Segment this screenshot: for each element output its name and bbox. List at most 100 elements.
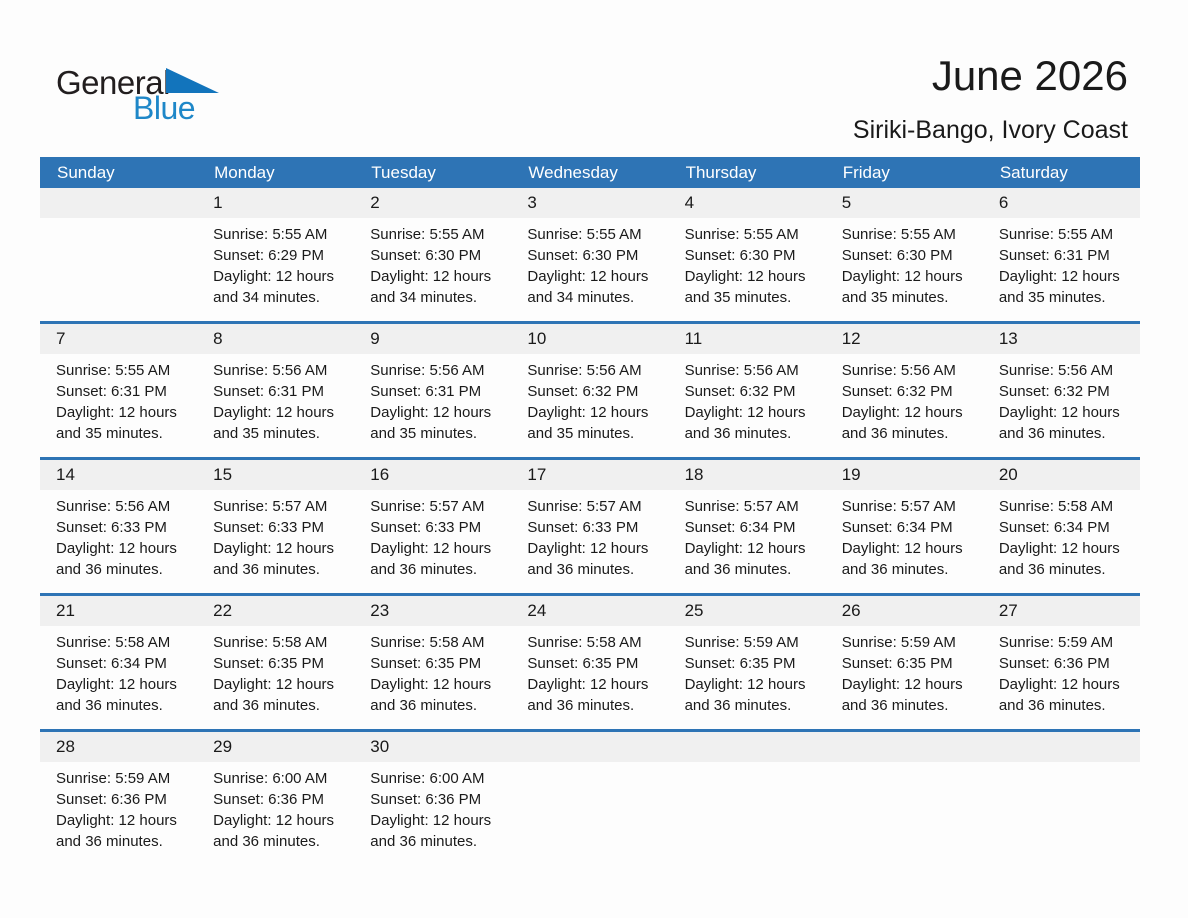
daylight-text: Daylight: 12 hours — [370, 404, 492, 421]
week-row: 7 8 9 10 11 12 13 Sunrise: 5:55 AM Sunset: 6:31 … — [40, 321, 1140, 457]
day-number: 3 — [527, 193, 537, 212]
sunrise-text: Sunrise: 5:56 AM — [56, 498, 171, 515]
day-cell: Sunrise: 5:55 AM Sunset: 6:30 PM Daylight:… — [826, 218, 983, 321]
day-number-band: 7 8 9 10 11 12 13 — [40, 324, 1140, 354]
day-cell: Sunrise: 5:57 AM Sunset: 6:33 PM Daylight:… — [197, 490, 354, 593]
daylight-text-cont: and 36 minutes. — [998, 697, 1106, 714]
sunrise-text: Sunrise: 5:55 AM — [527, 226, 642, 243]
day-number: 8 — [213, 329, 223, 348]
day-number: 29 — [213, 737, 233, 756]
day-number-band: 28 29 30 — [40, 732, 1140, 762]
daylight-text-cont: and 36 minutes. — [370, 697, 478, 714]
daylight-text: Daylight: 12 hours — [213, 268, 335, 285]
day-number-empty — [669, 732, 826, 762]
week-row: 14 15 16 17 18 19 20 Sunrise: 5:56 AM Sunset: 6:… — [40, 457, 1140, 593]
day-details-band: Sunrise: 5:58 AM Sunset: 6:34 PM Daylight:… — [40, 626, 1140, 729]
day-cell: Sunrise: 5:59 AM Sunset: 6:35 PM Daylight:… — [826, 626, 983, 729]
day-cell-empty — [511, 762, 668, 865]
day-cell: Sunrise: 5:56 AM Sunset: 6:32 PM Daylight:… — [983, 354, 1140, 457]
day-cell-empty — [826, 762, 983, 865]
day-cell: Sunrise: 5:56 AM Sunset: 6:31 PM Daylight:… — [354, 354, 511, 457]
sunrise-text: Sunrise: 5:55 AM — [684, 226, 799, 243]
day-cell: Sunrise: 5:56 AM Sunset: 6:33 PM Daylight:… — [40, 490, 197, 593]
day-cell: Sunrise: 5:55 AM Sunset: 6:30 PM Daylight:… — [354, 218, 511, 321]
sunrise-text: Sunrise: 5:57 AM — [370, 498, 485, 515]
day-cell: Sunrise: 5:59 AM Sunset: 6:36 PM Daylight:… — [983, 626, 1140, 729]
sunset-text: Sunset: 6:36 PM — [998, 655, 1110, 672]
day-cell: Sunrise: 5:58 AM Sunset: 6:35 PM Daylight:… — [511, 626, 668, 729]
sunset-text: Sunset: 6:30 PM — [370, 247, 482, 264]
day-cell: Sunrise: 5:58 AM Sunset: 6:35 PM Daylight:… — [354, 626, 511, 729]
sunset-text: Sunset: 6:32 PM — [841, 383, 953, 400]
day-cell: Sunrise: 5:59 AM Sunset: 6:36 PM Daylight:… — [40, 762, 197, 865]
week-row: 21 22 23 24 25 26 27 Sunrise: 5:58 AM Sunset: 6:… — [40, 593, 1140, 729]
daylight-text: Daylight: 12 hours — [56, 404, 177, 421]
sunset-text: Sunset: 6:34 PM — [56, 655, 167, 672]
sunrise-text: Sunrise: 5:58 AM — [527, 634, 642, 651]
sunrise-text: Sunrise: 5:57 AM — [841, 498, 956, 515]
sunrise-text: Sunrise: 5:57 AM — [684, 498, 799, 515]
day-number: 16 — [370, 465, 390, 484]
daylight-text-cont: and 35 minutes. — [370, 425, 478, 442]
daylight-text-cont: and 36 minutes. — [527, 697, 635, 714]
day-cell: Sunrise: 5:57 AM Sunset: 6:34 PM Daylight:… — [826, 490, 983, 593]
day-number: 4 — [684, 193, 695, 212]
day-number-band: 14 15 16 17 18 19 20 — [40, 460, 1140, 490]
day-number: 7 — [56, 329, 66, 348]
daylight-text: Daylight: 12 hours — [684, 268, 806, 285]
daylight-text-cont: and 36 minutes. — [684, 697, 792, 714]
day-number: 28 — [56, 737, 75, 756]
daylight-text: Daylight: 12 hours — [841, 268, 963, 285]
daylight-text-cont: and 36 minutes. — [370, 561, 478, 578]
sunset-text: Sunset: 6:32 PM — [527, 383, 639, 400]
day-cell-empty — [40, 218, 197, 321]
day-details-band: Sunrise: 5:56 AM Sunset: 6:33 PM Daylight:… — [40, 490, 1140, 593]
month-title: June 2026 — [931, 52, 1128, 99]
day-cell: Sunrise: 5:55 AM Sunset: 6:30 PM Daylight:… — [669, 218, 826, 321]
daylight-text: Daylight: 12 hours — [213, 540, 335, 557]
sunset-text: Sunset: 6:35 PM — [527, 655, 639, 672]
sunset-text: Sunset: 6:32 PM — [684, 383, 796, 400]
sunrise-text: Sunrise: 5:58 AM — [213, 634, 328, 651]
day-number-empty — [511, 732, 668, 762]
daylight-text: Daylight: 12 hours — [527, 268, 649, 285]
daylight-text-cont: and 36 minutes. — [213, 833, 320, 850]
day-number: 27 — [998, 601, 1018, 620]
day-number: 11 — [684, 329, 703, 348]
daylight-text-cont: and 34 minutes. — [370, 289, 478, 306]
daylight-text-cont: and 36 minutes. — [841, 697, 949, 714]
general-blue-logo: General Blue — [56, 62, 276, 126]
day-cell-empty — [983, 762, 1140, 865]
sunrise-text: Sunrise: 5:56 AM — [684, 362, 799, 379]
sunrise-text: Sunrise: 5:59 AM — [841, 634, 956, 651]
daylight-text: Daylight: 12 hours — [56, 676, 177, 693]
weekday-header-thursday: Thursday — [685, 163, 757, 182]
sunset-text: Sunset: 6:30 PM — [684, 247, 796, 264]
day-cell: Sunrise: 6:00 AM Sunset: 6:36 PM Daylight:… — [197, 762, 354, 865]
sunrise-text: Sunrise: 5:55 AM — [370, 226, 485, 243]
weekday-header-friday: Friday — [842, 163, 890, 182]
daylight-text: Daylight: 12 hours — [841, 676, 963, 693]
day-details-band: Sunrise: 5:59 AM Sunset: 6:36 PM Daylight:… — [40, 762, 1140, 865]
day-number: 18 — [684, 465, 704, 484]
daylight-text-cont: and 35 minutes. — [527, 425, 635, 442]
day-number: 24 — [527, 601, 547, 620]
daylight-text-cont: and 36 minutes. — [841, 425, 949, 442]
daylight-text-cont: and 34 minutes. — [213, 289, 320, 306]
sunset-text: Sunset: 6:35 PM — [213, 655, 325, 672]
daylight-text-cont: and 34 minutes. — [527, 289, 635, 306]
sunrise-text: Sunrise: 5:56 AM — [370, 362, 485, 379]
daylight-text-cont: and 36 minutes. — [684, 425, 792, 442]
daylight-text: Daylight: 12 hours — [213, 812, 335, 829]
daylight-text-cont: and 36 minutes. — [684, 561, 792, 578]
sunset-text: Sunset: 6:31 PM — [370, 383, 482, 400]
sunrise-text: Sunrise: 5:58 AM — [370, 634, 485, 651]
sunset-text: Sunset: 6:29 PM — [213, 247, 325, 264]
day-number: 26 — [841, 601, 861, 620]
daylight-text-cont: and 36 minutes. — [56, 561, 163, 578]
sunset-text: Sunset: 6:31 PM — [998, 247, 1110, 264]
daylight-text-cont: and 35 minutes. — [841, 289, 949, 306]
daylight-text: Daylight: 12 hours — [684, 540, 806, 557]
sunrise-text: Sunrise: 5:56 AM — [998, 362, 1114, 379]
daylight-text: Daylight: 12 hours — [998, 268, 1120, 285]
